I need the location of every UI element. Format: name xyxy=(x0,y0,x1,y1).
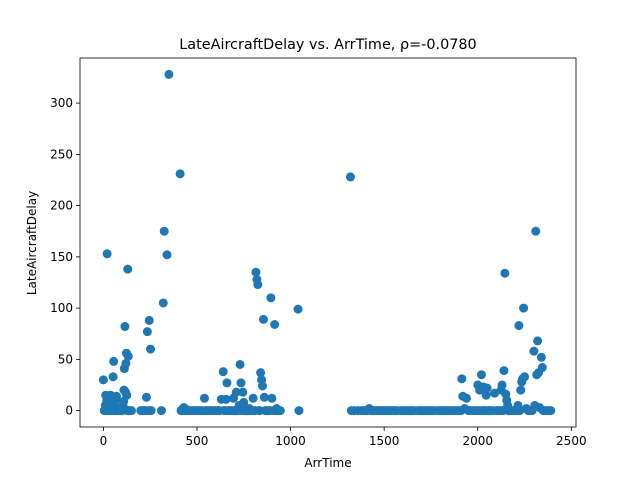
data-point xyxy=(462,393,472,403)
data-point xyxy=(529,346,539,356)
data-point xyxy=(175,169,185,179)
data-point xyxy=(457,374,467,384)
y-axis-label: LateAircraftDelay xyxy=(25,191,39,295)
data-point xyxy=(162,250,172,260)
data-point xyxy=(516,385,526,395)
data-point xyxy=(121,358,131,368)
y-tick-label: 300 xyxy=(50,96,73,110)
data-point xyxy=(159,226,169,236)
data-point xyxy=(257,381,267,391)
data-points xyxy=(98,69,556,416)
data-point xyxy=(122,390,132,400)
data-point xyxy=(221,394,231,404)
y-tick-label: 200 xyxy=(50,199,73,213)
data-point xyxy=(156,406,166,416)
y-tick-label: 250 xyxy=(50,147,73,161)
data-point xyxy=(256,368,266,378)
data-point xyxy=(519,303,529,313)
data-point xyxy=(533,336,543,346)
x-tick-label: 2000 xyxy=(462,434,493,448)
data-point xyxy=(251,267,261,277)
data-point xyxy=(536,352,546,362)
data-point xyxy=(531,226,541,236)
x-tick-label: 2500 xyxy=(556,434,587,448)
data-point xyxy=(497,380,507,390)
data-point xyxy=(141,392,151,402)
data-point xyxy=(120,322,130,332)
data-point xyxy=(514,321,524,331)
y-tick-label: 0 xyxy=(65,404,73,418)
data-point xyxy=(537,363,547,373)
data-point xyxy=(109,356,119,366)
data-point xyxy=(476,370,486,380)
data-point xyxy=(253,280,263,290)
x-axis-ticks: 0 500 1000 1500 2000 2500 xyxy=(100,427,587,448)
data-point xyxy=(231,387,241,397)
data-point xyxy=(218,367,228,377)
data-point xyxy=(222,378,232,388)
data-point xyxy=(294,406,304,416)
data-point xyxy=(126,406,136,416)
plot-area-frame xyxy=(79,57,577,428)
data-point xyxy=(102,249,112,259)
y-tick-label: 150 xyxy=(50,250,73,264)
data-point xyxy=(146,406,156,416)
data-point xyxy=(98,375,108,385)
data-point xyxy=(239,397,249,407)
data-point xyxy=(112,391,121,401)
data-point xyxy=(238,387,248,397)
x-tick-label: 1000 xyxy=(275,434,306,448)
data-point xyxy=(142,327,152,337)
data-point xyxy=(345,172,355,182)
data-point xyxy=(158,298,168,308)
data-point xyxy=(236,378,246,388)
data-point xyxy=(482,383,492,393)
x-tick-label: 0 xyxy=(100,434,108,448)
data-point xyxy=(499,366,509,376)
x-axis-label: ArrTime xyxy=(304,456,351,470)
data-point xyxy=(199,393,209,403)
data-point xyxy=(520,372,530,382)
data-point xyxy=(108,372,118,382)
data-point xyxy=(266,293,276,303)
data-point xyxy=(500,268,510,278)
data-point xyxy=(270,320,280,329)
data-point xyxy=(144,315,154,325)
data-point xyxy=(546,406,556,416)
data-point xyxy=(235,359,245,369)
data-point xyxy=(275,406,285,416)
data-point xyxy=(258,314,268,324)
y-axis-ticks: 0 50 100 150 200 250 300 xyxy=(50,96,80,418)
data-point xyxy=(293,304,303,314)
x-tick-label: 1500 xyxy=(369,434,400,448)
data-point xyxy=(259,392,269,402)
chart-title: LateAircraftDelay vs. ArrTime, ρ=-0.0780 xyxy=(179,37,476,53)
data-point xyxy=(267,393,277,403)
data-point xyxy=(146,344,156,354)
data-point xyxy=(481,390,491,400)
data-point xyxy=(123,351,133,361)
x-tick-label: 500 xyxy=(186,434,209,448)
data-point xyxy=(164,69,174,79)
y-tick-label: 50 xyxy=(58,352,73,366)
y-tick-label: 100 xyxy=(50,301,73,315)
data-point xyxy=(123,264,133,274)
data-point xyxy=(248,393,258,403)
